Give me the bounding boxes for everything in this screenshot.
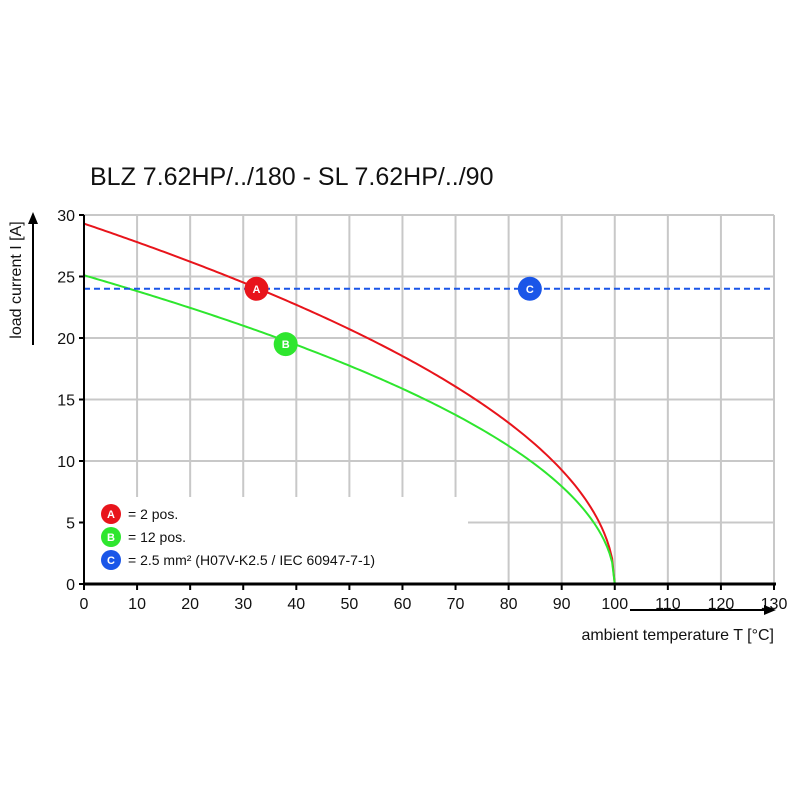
y-axis-arrowhead xyxy=(28,212,38,224)
x-tick-label: 60 xyxy=(394,596,412,613)
series-line-B xyxy=(83,274,616,585)
marker-B-label: B xyxy=(107,532,115,544)
x-tick-label: 90 xyxy=(553,596,571,613)
grid xyxy=(84,214,775,584)
marker-B-circle xyxy=(101,527,121,547)
x-tick-label: 50 xyxy=(340,596,358,613)
legend-entry-C: = 2.5 mm² (H07V-K2.5 / IEC 60947-7-1) xyxy=(128,552,375,568)
y-tick-label: 15 xyxy=(57,393,75,410)
x-tick-label: 80 xyxy=(500,596,518,613)
x-tick-label: 120 xyxy=(708,596,735,613)
marker-A-label: A xyxy=(253,284,261,296)
x-axis-label: ambient temperature T [°C] xyxy=(581,627,774,644)
x-tick-label: 40 xyxy=(287,596,305,613)
x-tick-label: 0 xyxy=(80,596,89,613)
x-axis-arrowhead xyxy=(764,605,776,615)
series-line-A xyxy=(83,222,616,585)
x-tick-label: 20 xyxy=(181,596,199,613)
markers: A B C xyxy=(244,276,542,357)
y-tick-label: 5 xyxy=(66,516,75,533)
y-tick-label: 10 xyxy=(57,454,75,471)
x-tick-label: 70 xyxy=(447,596,465,613)
marker-A-circle xyxy=(101,504,121,524)
marker-B-label: B xyxy=(282,339,290,351)
x-tick-label: 110 xyxy=(655,596,681,613)
y-tick-label: 25 xyxy=(57,270,75,287)
legend-entry-B: = 12 pos. xyxy=(128,529,186,545)
marker-A-label: A xyxy=(107,509,115,521)
y-tick-label: 20 xyxy=(57,331,75,348)
marker-C-label: C xyxy=(526,284,534,296)
x-tick-label: 10 xyxy=(128,596,146,613)
axes: 0 10 20 30 40 50 60 70 80 90 100 110 120 130051015202… xyxy=(57,208,787,613)
x-tick-label: 100 xyxy=(601,596,628,613)
marker-C-circle xyxy=(101,550,121,570)
y-tick-label: 0 xyxy=(66,577,75,594)
chart-title: BLZ 7.62HP/../180 - SL 7.62HP/../90 xyxy=(90,163,493,191)
marker-C-circle xyxy=(517,276,542,301)
marker-C-label: C xyxy=(107,555,115,567)
legend: A = 2 pos. B = 12 pos. C = 2.5 mm² (H07V-K2.5… xyxy=(101,504,375,570)
series-group xyxy=(83,222,774,585)
marker-A-circle xyxy=(244,276,269,301)
y-axis-label: load current I [A] xyxy=(8,221,25,338)
marker-B-circle xyxy=(273,332,298,357)
x-tick-label: 30 xyxy=(234,596,252,613)
legend-entry-A: = 2 pos. xyxy=(128,506,178,522)
y-tick-label: 30 xyxy=(57,208,75,225)
